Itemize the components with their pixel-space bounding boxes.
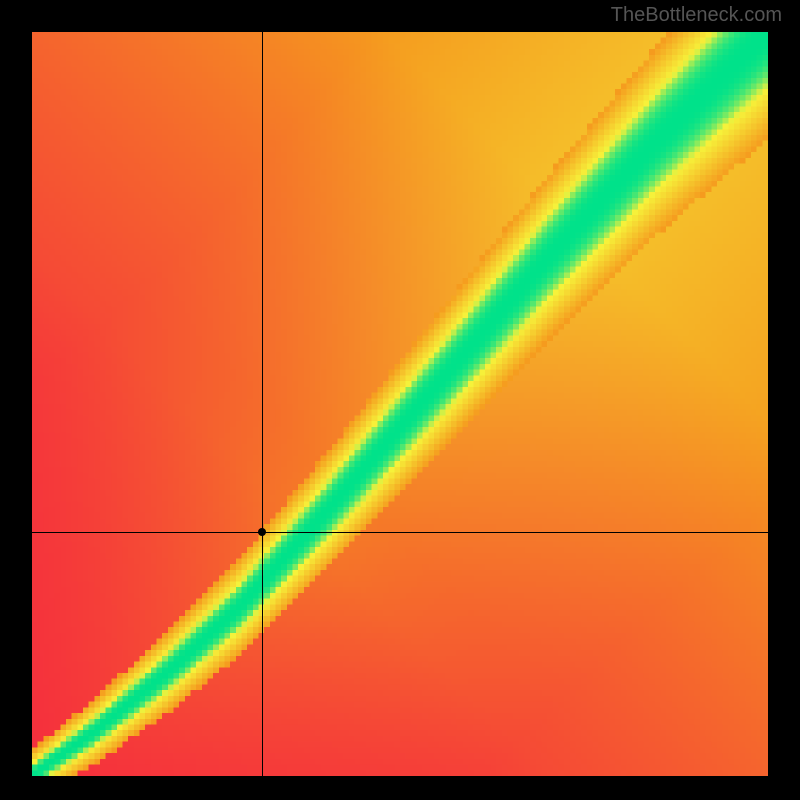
figure-container: TheBottleneck.com — [0, 0, 800, 800]
crosshair-horizontal — [32, 532, 768, 533]
crosshair-vertical — [262, 32, 263, 776]
heatmap-canvas — [32, 32, 768, 776]
heatmap-plot — [32, 32, 768, 776]
watermark-text: TheBottleneck.com — [611, 4, 782, 27]
crosshair-marker — [258, 528, 266, 536]
